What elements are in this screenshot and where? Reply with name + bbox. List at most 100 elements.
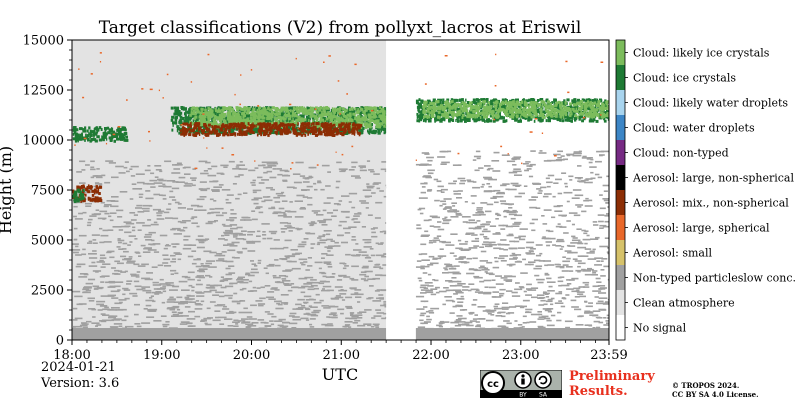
- region-cell: [349, 312, 355, 314]
- region-cell: [143, 210, 150, 212]
- region-cell: [96, 324, 102, 326]
- region-cell: [286, 114, 289, 117]
- region-cell: [370, 170, 375, 173]
- region-cell: [351, 107, 354, 111]
- region-cell: [584, 284, 589, 286]
- region-cell: [300, 317, 309, 320]
- region-cell: [264, 322, 269, 324]
- region-cell: [280, 113, 283, 117]
- region-cell: [225, 273, 232, 276]
- region-cell: [304, 276, 314, 279]
- region-cell: [100, 320, 107, 323]
- region-cell: [208, 266, 217, 268]
- region-cell: [419, 117, 423, 121]
- region-cell: [176, 111, 178, 115]
- region-cell: [383, 117, 388, 121]
- region-cell: [75, 254, 82, 256]
- region-cell: [126, 280, 133, 282]
- region-cell: [310, 279, 317, 281]
- region-cell: [595, 277, 601, 280]
- region-cell: [223, 166, 228, 168]
- region-cell: [564, 250, 572, 252]
- region-cell: [122, 242, 128, 245]
- region-cell: [86, 320, 92, 323]
- region-cell: [586, 234, 590, 237]
- region-cell: [104, 128, 107, 132]
- region-cell: [278, 120, 282, 124]
- region-cell: [430, 293, 437, 296]
- region-cell: [461, 289, 469, 291]
- region-cell: [365, 196, 370, 198]
- region-cell: [263, 166, 272, 169]
- region-cell: [313, 182, 317, 185]
- region-cell: [466, 272, 475, 275]
- region-cell: [547, 174, 555, 177]
- region-cell: [575, 324, 584, 326]
- region-cell: [492, 296, 502, 298]
- region-cell: [594, 173, 600, 176]
- region-cell: [278, 207, 285, 210]
- region-cell: [198, 268, 208, 270]
- region-cell: [83, 287, 92, 289]
- region-cell: [273, 196, 280, 199]
- region-cell: [310, 284, 318, 287]
- region-cell: [303, 261, 308, 263]
- region-cell: [499, 200, 506, 202]
- region-cell: [190, 217, 195, 220]
- region-cell: [74, 135, 79, 139]
- region-cell: [152, 208, 161, 211]
- region-cell: [172, 285, 180, 288]
- region-cell: [351, 121, 355, 125]
- region-cell: [586, 107, 591, 111]
- region-cell: [452, 289, 462, 291]
- region-cell: [214, 254, 221, 257]
- region-cell: [181, 275, 188, 278]
- region-cell: [180, 221, 187, 224]
- region-cell: [583, 199, 590, 202]
- region-cell: [178, 120, 181, 124]
- region-cell: [88, 278, 96, 281]
- region-cell: [231, 256, 235, 259]
- region-cell: [517, 247, 525, 249]
- region-cell: [241, 230, 247, 232]
- region-cell: [319, 106, 323, 110]
- region-cell: [561, 245, 565, 248]
- region-cell: [570, 299, 577, 302]
- region-cell: [265, 296, 274, 299]
- region-cell: [569, 119, 571, 122]
- region-cell: [363, 123, 367, 126]
- region-cell: [374, 290, 380, 292]
- region-cell: [100, 266, 106, 268]
- region-cell: [599, 98, 602, 102]
- region-cell: [354, 107, 357, 111]
- region-cell: [542, 308, 548, 310]
- region-cell: [292, 316, 300, 318]
- region-cell: [123, 138, 127, 142]
- region-cell: [196, 127, 198, 131]
- region-cell: [378, 123, 382, 127]
- region-cell: [209, 285, 215, 287]
- region-cell: [184, 183, 193, 185]
- region-cell: [529, 206, 537, 209]
- region-cell: [590, 158, 594, 161]
- region-cell: [337, 119, 341, 122]
- region-cell: [267, 112, 271, 116]
- region-cell: [280, 302, 288, 304]
- region-cell: [522, 315, 527, 318]
- region-cell: [88, 265, 98, 267]
- region-cell: [256, 287, 261, 289]
- region-cell: [489, 225, 497, 227]
- region-cell: [212, 113, 215, 117]
- region-cell: [569, 279, 575, 281]
- region-cell: [117, 127, 119, 131]
- region-cell: [486, 203, 494, 206]
- region-cell: [204, 322, 208, 325]
- region-cell: [269, 263, 275, 266]
- region-cell: [581, 157, 589, 159]
- region-cell: [544, 317, 551, 320]
- region-cell: [271, 206, 275, 209]
- region-cell: [306, 281, 314, 284]
- region-cell: [513, 156, 522, 158]
- region-cell: [478, 292, 485, 294]
- region-cell: [275, 307, 284, 310]
